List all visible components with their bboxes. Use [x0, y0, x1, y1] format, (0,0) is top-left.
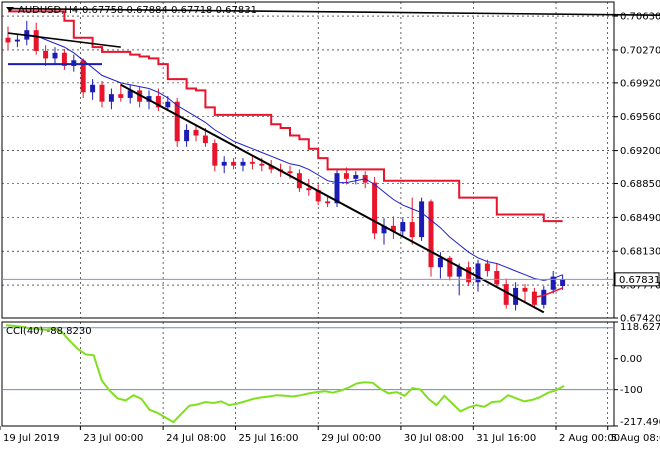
bear-candle — [99, 84, 105, 102]
bear-candle — [315, 190, 321, 202]
bull-candle — [127, 90, 133, 98]
price-series — [2, 7, 660, 314]
bull-candle — [475, 263, 481, 283]
symbol-label: AUDUSD,H4 — [18, 5, 78, 16]
bull-candle — [400, 222, 406, 232]
bear-candle — [5, 37, 11, 43]
lower-band-line — [534, 287, 563, 299]
cci-tick-label: 118.6275 — [620, 322, 660, 333]
bear-candle — [212, 143, 218, 166]
upper-trendline — [7, 7, 660, 16]
time-tick-label: 5 Aug 08:00 — [611, 433, 660, 444]
upper-band-line — [8, 10, 563, 223]
bear-candle — [522, 287, 528, 292]
bear-candle — [447, 257, 453, 277]
bear-candle — [390, 225, 396, 232]
bear-candle — [61, 52, 67, 66]
bull-candle — [456, 267, 462, 277]
bear-candle — [193, 129, 199, 136]
bull-candle — [221, 161, 227, 166]
bear-candle — [343, 173, 349, 179]
collapse-triangle-icon[interactable] — [6, 7, 14, 12]
bear-candle — [259, 163, 265, 166]
cci-axis: 118.6275 0.00 -100 -217.4961 — [614, 321, 660, 428]
bear-candle — [466, 267, 472, 283]
bear-candle — [372, 182, 378, 234]
ohlc-label: 0.67758 0.67884 0.67718 0.67831 — [82, 5, 257, 16]
time-tick-label: 2 Aug 00:00 — [559, 433, 620, 444]
bear-candle — [231, 161, 237, 166]
cci-tick-label: -100 — [620, 385, 643, 396]
current-price-tag: 0.67831 — [614, 272, 660, 287]
bear-candle — [33, 30, 39, 51]
cci-panel-frame — [1, 321, 615, 427]
bear-candle — [155, 96, 161, 108]
price-tick-label: 0.69920 — [620, 78, 660, 89]
bull-candle — [90, 84, 96, 93]
bull-candle — [550, 276, 556, 290]
bear-candle — [202, 135, 208, 144]
bear-candle — [503, 284, 509, 305]
time-tick-label: 24 Jul 08:00 — [166, 433, 226, 444]
bear-candle — [43, 50, 49, 59]
price-tick-label: 0.68130 — [620, 247, 660, 258]
bear-candle — [137, 90, 143, 102]
bear-candle — [174, 101, 180, 142]
bull-candle — [419, 201, 425, 238]
bear-candle — [325, 201, 331, 204]
bear-candle — [428, 201, 434, 268]
price-tick-label: 0.70270 — [620, 45, 660, 56]
bull-candle — [353, 175, 359, 179]
bear-candle — [287, 171, 293, 174]
price-tick-label: 0.68850 — [620, 179, 660, 190]
time-tick-label: 23 Jul 00:00 — [83, 433, 143, 444]
price-tag-value: 0.67831 — [619, 275, 660, 286]
bull-candle — [437, 257, 443, 268]
bear-candle — [268, 165, 274, 170]
price-tick-label: 0.70630 — [620, 12, 660, 23]
time-tick-label: 19 Jul 2019 — [3, 433, 60, 444]
bear-candle — [118, 94, 124, 98]
price-tick-label: 0.69560 — [620, 112, 660, 123]
bull-candle — [165, 101, 171, 108]
cci-line — [5, 324, 565, 424]
bull-candle — [240, 161, 246, 166]
time-tick-label: 30 Jul 08:00 — [404, 433, 464, 444]
time-tick-label: 29 Jul 00:00 — [321, 433, 381, 444]
cci-series — [5, 324, 565, 424]
bear-candle — [409, 222, 415, 238]
bear-candle — [484, 263, 490, 271]
price-panel-frame — [1, 1, 615, 319]
chart-header: AUDUSD,H4 0.67758 0.67884 0.67718 0.6783… — [6, 5, 257, 16]
cci-tick-label: 0.00 — [620, 354, 642, 365]
bear-candle — [531, 291, 537, 305]
time-tick-label: 31 Jul 16:00 — [476, 433, 536, 444]
bear-candle — [494, 270, 500, 285]
bear-candle — [80, 60, 86, 93]
time-axis: 19 Jul 2019 23 Jul 00:00 24 Jul 08:00 25 Ju… — [0, 426, 660, 444]
price-tick-label: 0.68490 — [620, 213, 660, 224]
price-tag-box — [614, 272, 660, 287]
price-tick-label: 0.69200 — [620, 146, 660, 157]
channel-line — [7, 32, 121, 48]
bull-candle — [334, 173, 340, 204]
bull-candle — [560, 279, 566, 287]
cci-tick-label: -217.4961 — [620, 417, 660, 428]
bull-candle — [52, 52, 58, 59]
grid-lines — [2, 2, 614, 426]
bear-candle — [249, 161, 255, 164]
bull-candle — [381, 225, 387, 234]
bull-candle — [541, 289, 547, 305]
moving-average-line — [7, 32, 563, 281]
bull-candle — [14, 39, 20, 42]
price-tick-label: 0.67420 — [620, 314, 660, 325]
lower-trendline — [120, 83, 545, 314]
time-tick-label: 25 Jul 16:00 — [238, 433, 298, 444]
bull-candle — [108, 94, 114, 102]
bear-candle — [306, 188, 312, 191]
bull-candle — [184, 129, 190, 142]
cci-title: CCI(40) -88.8230 — [6, 326, 92, 337]
